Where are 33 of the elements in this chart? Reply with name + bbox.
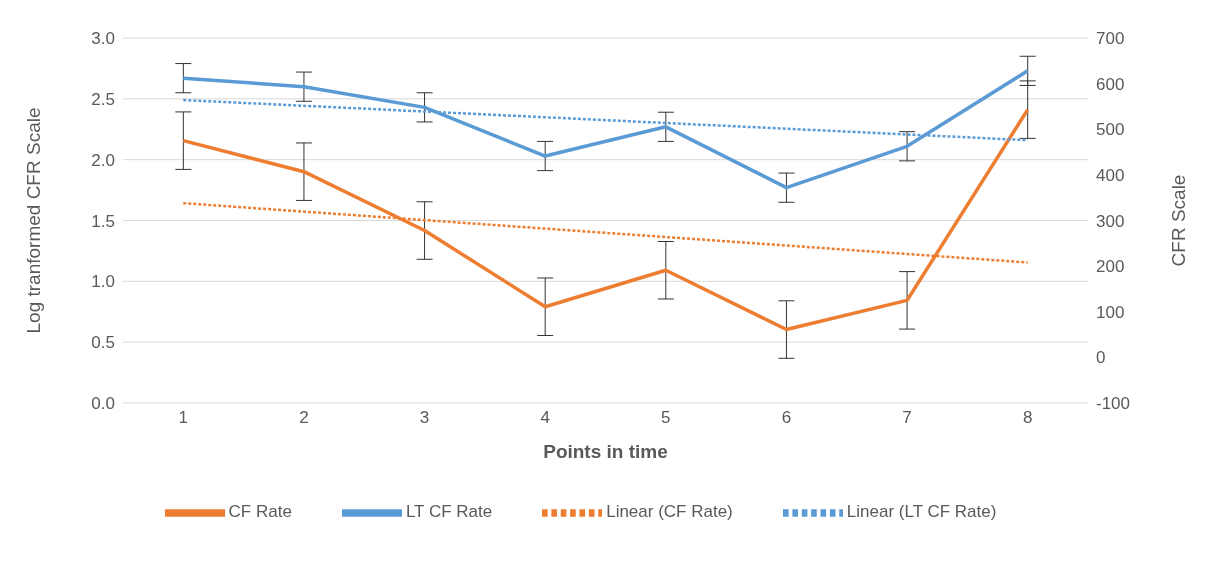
x-tick-label: 5 — [661, 408, 671, 428]
y2-tick-label: 300 — [1096, 211, 1125, 231]
x-axis-title: Points in time — [543, 441, 668, 462]
y-tick-label: 1.5 — [91, 211, 115, 231]
x-tick-label: 2 — [299, 408, 309, 428]
y-tick-label: 3.0 — [91, 29, 115, 49]
y2-tick-label: 200 — [1096, 257, 1125, 277]
legend-label: CF Rate — [228, 502, 292, 522]
x-tick-label: 3 — [419, 408, 430, 428]
line-series — [181, 69, 1030, 190]
y-tick-label: 2.0 — [91, 150, 115, 170]
y2-axis-title: CFR Scale — [1167, 174, 1189, 267]
y-tick-label: 0.0 — [91, 394, 115, 414]
x-tick-label: 6 — [781, 408, 792, 428]
x-tick-label: 8 — [1022, 408, 1033, 428]
x-tick-label: 4 — [540, 408, 550, 428]
y2-tick-label: 500 — [1096, 120, 1125, 140]
x-tick-label: 7 — [902, 408, 912, 428]
legend-label: Linear (LT CF Rate) — [846, 502, 997, 522]
y-axis-title: Log tranformed CFR Scale — [22, 107, 44, 334]
y2-tick-label: -100 — [1096, 394, 1131, 414]
line-series — [181, 107, 1030, 332]
y-tick-label: 1.0 — [91, 272, 115, 292]
y-tick-label: 2.5 — [91, 89, 115, 109]
x-tick-label: 1 — [178, 408, 189, 428]
y2-tick-label: 600 — [1096, 74, 1125, 94]
y2-tick-label: 400 — [1096, 165, 1125, 185]
legend-label: Linear (CF Rate) — [606, 502, 733, 522]
y2-tick-label: 0 — [1096, 348, 1106, 368]
y2-tick-label: 700 — [1096, 29, 1125, 49]
legend-label: LT CF Rate — [405, 502, 493, 522]
y-tick-label: 0.5 — [91, 333, 115, 353]
y2-tick-label: 100 — [1096, 302, 1125, 322]
